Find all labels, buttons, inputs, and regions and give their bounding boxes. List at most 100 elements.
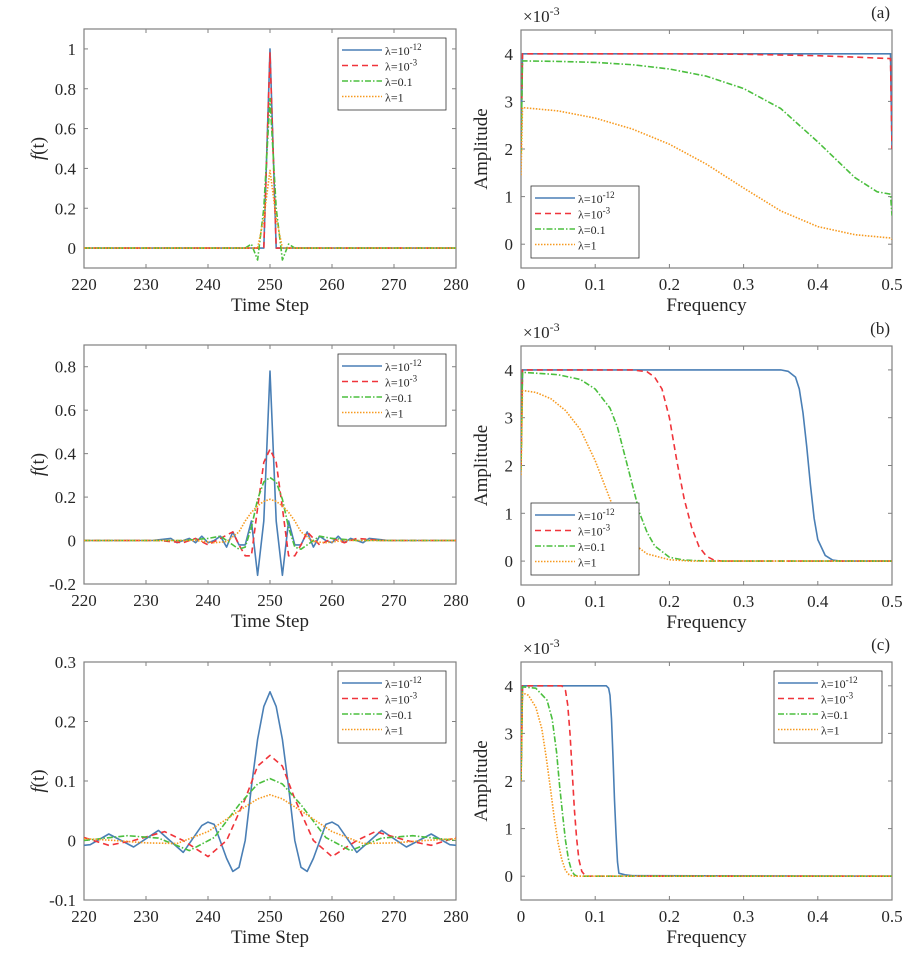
legend-label-3: λ=1 — [578, 556, 597, 570]
y-tick-label: 0.1 — [55, 772, 76, 791]
x-tick-label: 0.1 — [585, 592, 606, 611]
legend: λ=10-12λ=10-3λ=0.1 λ=1 — [337, 353, 447, 427]
series-group — [84, 48, 456, 261]
x-axis-label: Frequency — [666, 927, 747, 948]
legend-label-0: λ=10-12 — [578, 507, 615, 523]
legend: λ=10-12λ=10-3λ=0.1 λ=1 — [337, 670, 447, 744]
y-axis-label: Amplitude — [471, 425, 492, 506]
chart-time-a: 220 230 240 250 260 270 280 0 0.2 0.4 0.6 0.8 1 Time … — [28, 28, 469, 316]
y-tick-label: 4 — [505, 45, 514, 64]
series-line-3 — [84, 793, 456, 845]
legend-label-3: λ=1 — [385, 407, 404, 421]
x-axis-label: Time Step — [231, 295, 309, 316]
panel-label: (c) — [871, 635, 890, 654]
x-tick-label: 0.2 — [659, 592, 680, 611]
x-tick-label: 280 — [443, 907, 469, 926]
x-axis-label: Time Step — [231, 927, 309, 948]
y-tick-label: 0 — [68, 832, 77, 851]
legend-label-2: λ=0.1 — [578, 540, 606, 554]
series-line-1 — [84, 754, 456, 858]
y-tick-label: 1 — [505, 820, 514, 839]
legend-label-3: λ=1 — [578, 239, 597, 253]
legend-label-3: λ=1 — [385, 91, 404, 105]
legend-label-1: λ=10-3 — [385, 691, 418, 707]
y-axis-label: Amplitude — [471, 740, 492, 821]
legend-label-1: λ=10-3 — [821, 691, 854, 707]
legend-label-2: λ=0.1 — [385, 75, 413, 89]
x-tick-label: 280 — [443, 275, 469, 294]
y-tick-label: -0.2 — [49, 575, 76, 594]
x-tick-label: 230 — [133, 275, 159, 294]
legend-label-2: λ=0.1 — [821, 708, 849, 722]
y-tick-label: 0 — [68, 532, 77, 551]
x-tick-label: 220 — [71, 591, 97, 610]
x-tick-label: 0 — [517, 275, 526, 294]
series-group — [84, 370, 456, 577]
x-axis-label: Frequency — [666, 295, 747, 316]
series-line-1 — [521, 684, 892, 878]
y-tick-label: 2 — [505, 457, 514, 476]
y-exponent-label: ×10-3 — [523, 320, 560, 342]
chart-freq-a: 0 0.1 0.2 0.3 0.4 0.5 0 1 2 3 4 Frequency Amplitude ×… — [471, 3, 903, 316]
y-tick-label: 0.6 — [55, 401, 76, 420]
legend-label-2: λ=0.1 — [385, 391, 413, 405]
y-tick-label: 4 — [505, 677, 514, 696]
x-axis-label: Frequency — [666, 612, 747, 633]
x-tick-label: 260 — [319, 907, 345, 926]
series-line-2 — [521, 60, 892, 216]
x-tick-label: 260 — [319, 591, 345, 610]
series-line-1 — [521, 52, 892, 150]
legend-label-1: λ=10-3 — [385, 374, 418, 390]
legend-label-2: λ=0.1 — [385, 708, 413, 722]
x-tick-label: 0.5 — [881, 592, 902, 611]
x-tick-label: 230 — [133, 591, 159, 610]
y-tick-label: 0.2 — [55, 199, 76, 218]
series-group — [84, 690, 456, 873]
y-tick-label: 0.3 — [55, 653, 76, 672]
panel-label: (a) — [871, 3, 890, 22]
chart-freq-c: 0 0.1 0.2 0.3 0.4 0.5 0 1 2 3 4 Frequency Amplitude ×… — [471, 635, 903, 948]
x-tick-label: 0.4 — [807, 275, 829, 294]
chart-time-b: 220 230 240 250 260 270 280 -0.2 0 0.2 0.4 0.6 0.8 Ti… — [28, 344, 469, 632]
x-tick-label: 0.5 — [881, 907, 902, 926]
y-tick-label: 2 — [505, 772, 514, 791]
x-tick-label: 240 — [195, 591, 221, 610]
x-tick-label: 0.2 — [659, 275, 680, 294]
y-tick-label: 0.2 — [55, 488, 76, 507]
y-tick-label: 0 — [505, 552, 514, 571]
y-tick-label: 0 — [505, 867, 514, 886]
x-tick-label: 240 — [195, 907, 221, 926]
y-tick-label: 0.2 — [55, 713, 76, 732]
legend-label-0: λ=10-12 — [385, 358, 422, 374]
y-tick-label: 0.8 — [55, 80, 76, 99]
x-tick-label: 0.1 — [585, 907, 606, 926]
x-tick-label: 0.3 — [733, 907, 754, 926]
series-line-2 — [521, 685, 892, 878]
x-tick-label: 240 — [195, 275, 221, 294]
y-axis-label: f(t) — [28, 453, 49, 476]
y-axis-label: f(t) — [28, 769, 49, 792]
y-tick-label: 0.6 — [55, 120, 76, 139]
legend-label-3: λ=1 — [385, 724, 404, 738]
legend-label-2: λ=0.1 — [578, 223, 606, 237]
x-tick-label: 0.4 — [807, 592, 829, 611]
series-line-0 — [84, 690, 456, 873]
x-tick-label: 250 — [257, 275, 283, 294]
series-line-0 — [521, 369, 892, 562]
legend: λ=10-12λ=10-3λ=0.1 λ=1 — [337, 37, 447, 111]
legend-label-0: λ=10-12 — [821, 675, 858, 691]
x-tick-label: 0 — [517, 907, 526, 926]
x-tick-label: 260 — [319, 275, 345, 294]
series-line-3 — [521, 692, 892, 878]
x-tick-label: 0.1 — [585, 275, 606, 294]
y-tick-label: 1 — [505, 188, 514, 207]
x-tick-label: 270 — [381, 907, 407, 926]
legend-label-3: λ=1 — [821, 724, 840, 738]
y-axis-label: f(t) — [28, 137, 49, 160]
y-tick-label: 0 — [68, 239, 77, 258]
y-axis-label: Amplitude — [471, 108, 492, 189]
x-tick-label: 250 — [257, 907, 283, 926]
legend: λ=10-12λ=10-3λ=0.1 λ=1 — [773, 670, 883, 744]
legend-label-0: λ=10-12 — [385, 42, 422, 58]
legend-label-1: λ=10-3 — [385, 58, 418, 74]
